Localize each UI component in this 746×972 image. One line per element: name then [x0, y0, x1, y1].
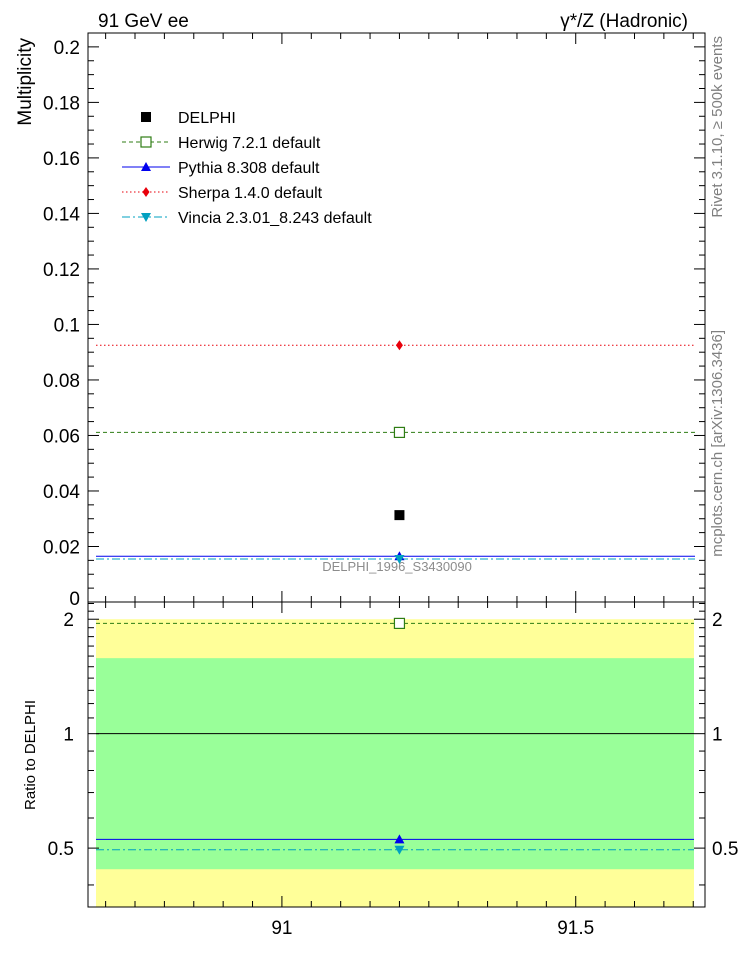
main-y-axis-title: Multiplicity — [15, 38, 36, 126]
legend-marker-delphi — [141, 112, 151, 122]
legend-marker-vincia-2-3-01-8-243-default — [141, 213, 151, 222]
ratio-point-vincia-2-3-01-8-243-default — [394, 845, 405, 855]
ratio-y-tick-label-right: 0.5 — [712, 839, 738, 860]
reference-watermark: DELPHI_1996_S3430090 — [322, 559, 472, 574]
ratio-y-tick-label-right: 2 — [712, 610, 723, 631]
x-tick-label: 91.5 — [557, 918, 594, 939]
legend-label-vincia-2-3-01-8-243-default: Vincia 2.3.01_8.243 default — [178, 210, 372, 227]
ratio-y-tick-label-left: 1 — [63, 725, 74, 746]
ratio-y-tick-label-left: 0.5 — [48, 839, 74, 860]
main-y-tick-label: 0.1 — [54, 315, 80, 336]
main-y-tick-label: 0.14 — [43, 204, 80, 225]
process-title: γ*/Z (Hadronic) — [560, 11, 688, 32]
ratio-band-inner — [96, 658, 694, 870]
legend-label-herwig-7-2-1-default: Herwig 7.2.1 default — [178, 135, 321, 152]
ratio-plot-panel: 0.5 0.5 1 1 2 2 91 91.5 — [48, 601, 738, 939]
main-y-tick-label: 0.08 — [43, 371, 80, 392]
ratio-y-tick-label-right: 1 — [712, 725, 723, 746]
mcplots-note: mcplots.cern.ch [arXiv:1306.3436] — [709, 330, 726, 557]
main-y-tick-label: 0 — [69, 589, 80, 610]
main-point-vincia-2-3-01-8-243-default — [394, 554, 405, 564]
main-y-tick-label: 0.2 — [54, 38, 80, 59]
ratio-plot-frame — [87, 601, 706, 908]
ratio-point-herwig-7-2-1-default — [393, 617, 406, 630]
ratio-y-axis-title: Ratio to DELPHI — [22, 700, 39, 810]
ratio-y-tick-label-left: 2 — [63, 610, 74, 631]
legend-marker-sherpa-1-4-0-default — [142, 187, 150, 197]
main-y-tick-label: 0.02 — [43, 537, 80, 558]
main-plot-panel: DELPHI_1996_S3430090 0 0.02 0.04 0.06 0.08 0.… — [43, 32, 706, 610]
legend-marker-pythia-8-308-default — [141, 162, 151, 171]
legend-marker-herwig-7-2-1-default — [140, 136, 152, 148]
main-y-tick-label: 0.12 — [43, 260, 80, 281]
x-tick-label: 91 — [271, 918, 292, 939]
legend: DELPHI Herwig 7.2.1 default Pythia 8.308 d… — [122, 110, 372, 227]
main-y-tick-label: 0.06 — [43, 426, 80, 447]
main-point-herwig-7-2-1-default — [393, 426, 406, 439]
legend-label-delphi: DELPHI — [178, 110, 236, 127]
main-point-delphi — [394, 510, 405, 521]
energy-label: 91 GeV ee — [98, 11, 189, 32]
main-y-tick-label: 0.18 — [43, 93, 80, 114]
legend-label-sherpa-1-4-0-default: Sherpa 1.4.0 default — [178, 185, 323, 202]
legend-label-pythia-8-308-default: Pythia 8.308 default — [178, 160, 320, 177]
rivet-note: Rivet 3.1.10, ≥ 500k events — [709, 36, 726, 218]
main-y-tick-label: 0.04 — [43, 482, 80, 503]
ratio-point-pythia-8-308-default — [394, 834, 405, 844]
main-y-tick-label: 0.16 — [43, 149, 80, 170]
main-point-sherpa-1-4-0-default — [395, 340, 403, 351]
